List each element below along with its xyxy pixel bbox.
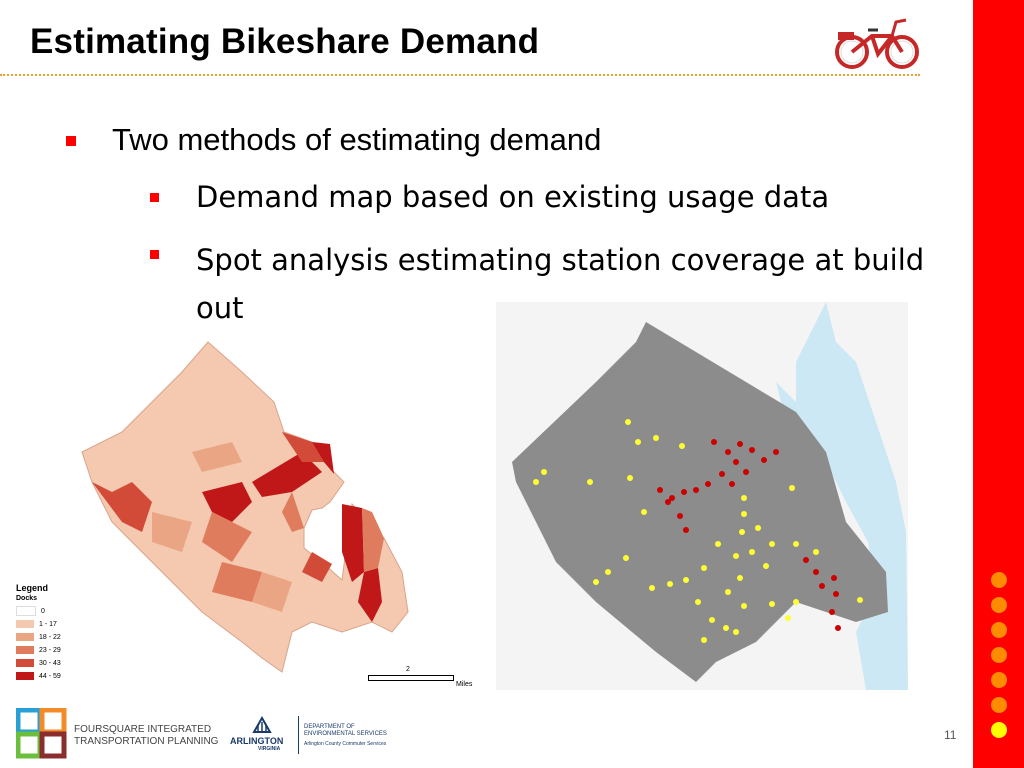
footer-divider <box>298 716 299 754</box>
des-name: DEPARTMENT OF ENVIRONMENTAL SERVICES Arl… <box>304 724 387 747</box>
bullet-1: Two methods of estimating demand <box>112 122 602 157</box>
legend-item: 1 - 17 <box>39 620 57 628</box>
legend-item: 0 <box>41 607 45 615</box>
legend-item: 44 - 59 <box>39 672 61 680</box>
scale-bar: 2 Miles <box>368 666 472 688</box>
bullet-marker <box>150 250 159 259</box>
page-number: 11 <box>944 728 957 742</box>
foursquare-logo-icon <box>16 708 67 759</box>
arlington-logo-icon <box>252 716 272 733</box>
legend-title: Legend <box>16 583 49 593</box>
scale-value: 2 <box>406 666 410 673</box>
decorative-dots <box>989 572 1009 747</box>
bullet-marker <box>66 136 76 146</box>
proposed-stations <box>533 419 863 643</box>
foursquare-name: FOURSQUARE INTEGRATED TRANSPORTATION PLA… <box>74 724 219 747</box>
legend-item: 18 - 22 <box>39 633 61 641</box>
bullet-marker <box>150 193 159 202</box>
scale-unit: Miles <box>456 681 473 688</box>
station-map <box>496 302 908 690</box>
legend-item: 23 - 29 <box>39 646 61 654</box>
bullet-2: Demand map based on existing usage data <box>196 180 830 214</box>
existing-stations <box>657 439 841 631</box>
legend-item: 30 - 43 <box>39 659 61 667</box>
right-accent-bar <box>973 0 1024 768</box>
title-divider <box>0 74 920 76</box>
legend-subtitle: Docks <box>16 595 38 602</box>
map-legend: Legend Docks 0 1 - 17 18 - 22 23 - 29 30… <box>16 583 61 684</box>
slide-title: Estimating Bikeshare Demand <box>30 22 540 61</box>
arlington-name: ARLINGTON VIRGINIA <box>230 736 284 752</box>
bullet-3: Spot analysis estimating station coverag… <box>196 243 925 325</box>
demand-map <box>81 341 409 673</box>
bike-icon <box>835 18 919 69</box>
